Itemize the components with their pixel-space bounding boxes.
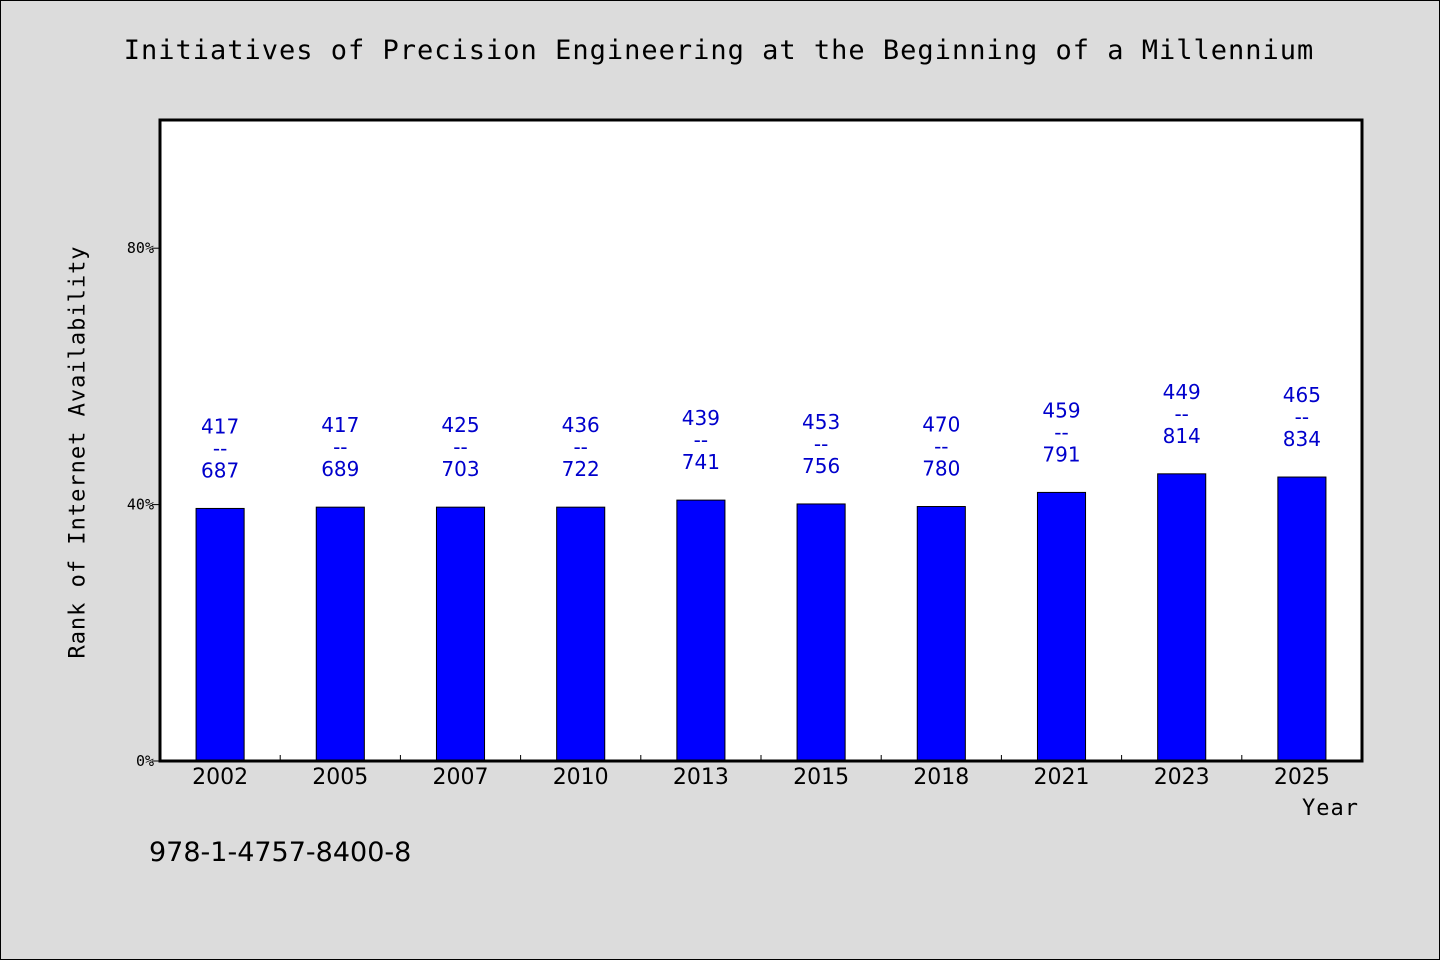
bar bbox=[556, 506, 606, 762]
data-label-bottom: 834 bbox=[1283, 427, 1321, 451]
data-label-top: 417 bbox=[201, 414, 239, 438]
data-label-separator: -- bbox=[694, 428, 708, 452]
x-tick-label: 2002 bbox=[192, 765, 248, 790]
data-label-separator: -- bbox=[333, 435, 347, 459]
data-label-top: 470 bbox=[922, 413, 960, 437]
x-tick-label: 2013 bbox=[673, 765, 729, 790]
data-label-separator: -- bbox=[1295, 405, 1309, 429]
y-tick-label: 0% bbox=[136, 752, 154, 770]
bar bbox=[916, 506, 966, 762]
data-label-top: 459 bbox=[1042, 398, 1080, 422]
data-label-separator: -- bbox=[453, 435, 467, 459]
data-label-bottom: 814 bbox=[1163, 424, 1201, 448]
data-label-bottom: 756 bbox=[802, 454, 840, 478]
data-label-separator: -- bbox=[934, 435, 948, 459]
x-tick-label: 2015 bbox=[793, 765, 849, 790]
bar bbox=[195, 507, 245, 762]
data-label-bottom: 703 bbox=[441, 457, 479, 481]
x-tick-label: 2025 bbox=[1274, 765, 1330, 790]
data-label-bottom: 780 bbox=[922, 457, 960, 481]
chart-title: Initiatives of Precision Engineering at … bbox=[123, 35, 1315, 66]
y-tick-label: 80% bbox=[127, 239, 154, 257]
data-label-bottom: 741 bbox=[682, 450, 720, 474]
bar bbox=[315, 506, 365, 762]
bar bbox=[676, 499, 726, 762]
data-label-top: 439 bbox=[682, 406, 720, 430]
data-label-top: 436 bbox=[562, 413, 600, 437]
x-tick-label: 2005 bbox=[312, 765, 368, 790]
bar bbox=[1277, 476, 1327, 762]
data-label-top: 417 bbox=[321, 413, 359, 437]
y-tick-label: 40% bbox=[127, 496, 154, 514]
data-label-separator: -- bbox=[573, 435, 587, 459]
data-label-separator: -- bbox=[213, 436, 227, 460]
x-tick-label: 2007 bbox=[433, 765, 489, 790]
data-label-top: 425 bbox=[441, 413, 479, 437]
x-tick-label: 2021 bbox=[1034, 765, 1090, 790]
footnote-isbn: 978-1-4757-8400-8 bbox=[149, 837, 412, 868]
data-label-separator: -- bbox=[1174, 402, 1188, 426]
bar bbox=[435, 506, 486, 762]
data-label-bottom: 791 bbox=[1042, 442, 1080, 466]
bar bbox=[1157, 473, 1207, 762]
x-tick-label: 2023 bbox=[1154, 765, 1210, 790]
data-label-top: 465 bbox=[1283, 383, 1321, 407]
bar bbox=[1036, 491, 1087, 762]
x-axis-label: Year bbox=[1302, 796, 1359, 821]
data-label-top: 449 bbox=[1163, 380, 1201, 404]
x-tick-label: 2018 bbox=[913, 765, 969, 790]
data-label-bottom: 687 bbox=[201, 458, 239, 482]
plot-frame bbox=[158, 118, 1364, 763]
x-tick-label: 2010 bbox=[553, 765, 609, 790]
data-label-separator: -- bbox=[814, 432, 828, 456]
data-label-bottom: 722 bbox=[562, 457, 600, 481]
data-label-bottom: 689 bbox=[321, 457, 359, 481]
data-label-top: 453 bbox=[802, 410, 840, 434]
plot-layer: 0%40%80%2002417--6872005417--6892007425-… bbox=[127, 118, 1364, 790]
bar bbox=[796, 503, 846, 762]
data-label-separator: -- bbox=[1054, 420, 1068, 444]
